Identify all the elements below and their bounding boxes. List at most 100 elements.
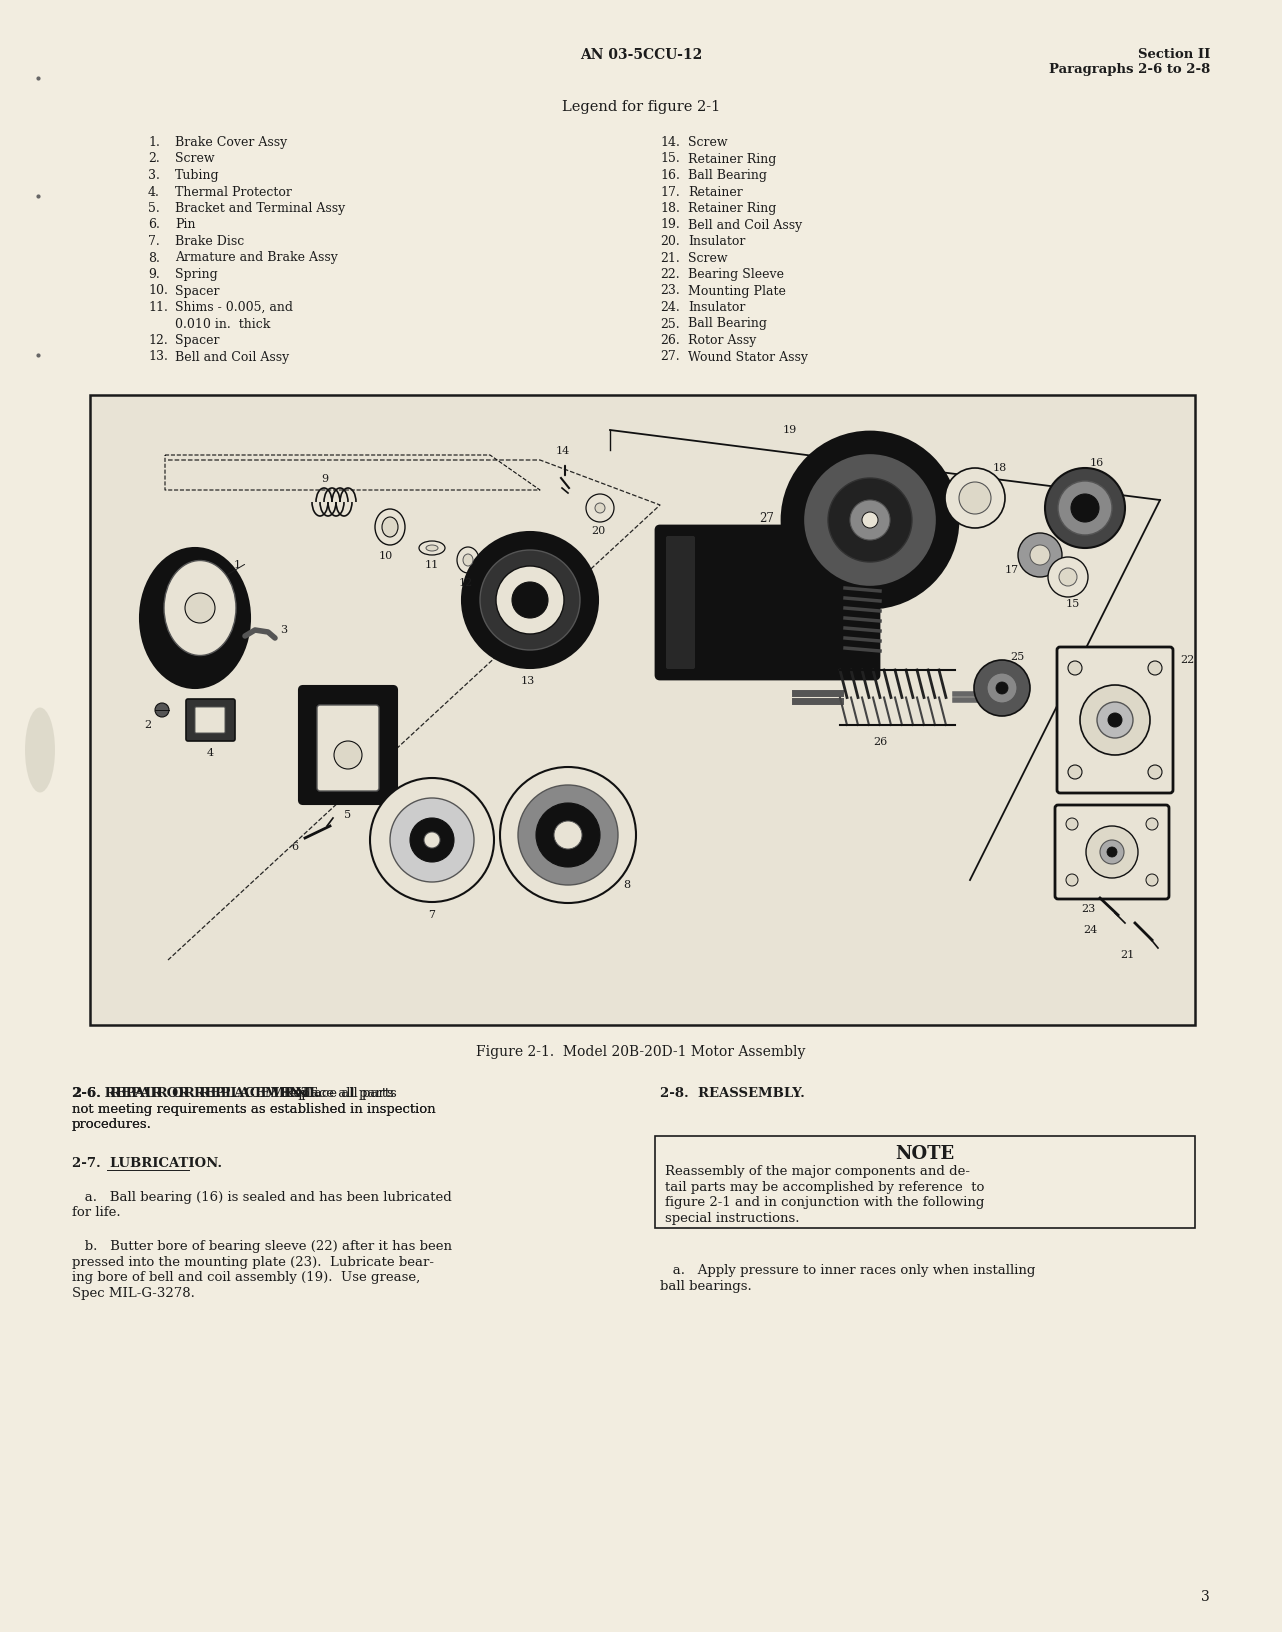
Text: Spacer: Spacer <box>176 335 219 348</box>
Text: Figure 2-1.  Model 20B-20D-1 Motor Assembly: Figure 2-1. Model 20B-20D-1 Motor Assemb… <box>477 1044 805 1059</box>
Circle shape <box>1147 661 1161 676</box>
Text: Spec MIL-G-3278.: Spec MIL-G-3278. <box>72 1288 195 1301</box>
Text: pressed into the mounting plate (23).  Lubricate bear-: pressed into the mounting plate (23). Lu… <box>72 1257 435 1270</box>
Circle shape <box>554 821 582 849</box>
Text: NOTE: NOTE <box>895 1146 955 1164</box>
Text: a.   Apply pressure to inner races only when installing: a. Apply pressure to inner races only wh… <box>660 1265 1036 1278</box>
Text: 20: 20 <box>591 526 605 535</box>
Text: b.   Butter bore of bearing sleeve (22) after it has been: b. Butter bore of bearing sleeve (22) af… <box>72 1240 453 1253</box>
Text: 14: 14 <box>556 446 570 455</box>
Text: 15.: 15. <box>660 152 679 165</box>
FancyBboxPatch shape <box>667 535 695 669</box>
Circle shape <box>1079 685 1150 756</box>
Circle shape <box>500 767 636 902</box>
FancyBboxPatch shape <box>317 705 379 792</box>
Text: 7: 7 <box>428 911 436 920</box>
Text: 17.: 17. <box>660 186 679 199</box>
Text: 11.: 11. <box>147 300 168 313</box>
FancyBboxPatch shape <box>1055 805 1169 899</box>
Text: 23: 23 <box>1081 904 1095 914</box>
Text: ball bearings.: ball bearings. <box>660 1279 751 1293</box>
Text: for life.: for life. <box>72 1206 121 1219</box>
Text: not meeting requirements as established in inspection: not meeting requirements as established … <box>72 1103 436 1116</box>
Text: 27: 27 <box>759 512 774 526</box>
Text: 8.: 8. <box>147 251 160 264</box>
Circle shape <box>1047 557 1088 597</box>
Text: Legend for figure 2-1: Legend for figure 2-1 <box>562 100 720 114</box>
Text: 19.: 19. <box>660 219 679 232</box>
Text: 7.: 7. <box>147 235 160 248</box>
Circle shape <box>595 503 605 512</box>
Text: 2.: 2. <box>147 152 160 165</box>
Circle shape <box>1146 818 1158 831</box>
Circle shape <box>1029 545 1050 565</box>
Circle shape <box>512 583 547 619</box>
Circle shape <box>518 785 618 885</box>
Text: 3: 3 <box>1201 1590 1210 1604</box>
Circle shape <box>479 550 579 650</box>
Circle shape <box>1067 875 1078 886</box>
Text: 16: 16 <box>1090 459 1104 468</box>
Circle shape <box>987 672 1017 703</box>
Text: Retainer Ring: Retainer Ring <box>688 152 777 165</box>
Text: Bearing Sleeve: Bearing Sleeve <box>688 268 785 281</box>
Text: 10.: 10. <box>147 284 168 297</box>
Circle shape <box>496 566 564 633</box>
Text: 13.: 13. <box>147 351 168 364</box>
Text: 2-6.  REPAIR OR REPLACEMENT.: 2-6. REPAIR OR REPLACEMENT. <box>72 1087 320 1100</box>
Circle shape <box>1067 818 1078 831</box>
Circle shape <box>155 703 169 716</box>
Text: 23.: 23. <box>660 284 679 297</box>
Ellipse shape <box>26 708 55 793</box>
Circle shape <box>335 741 362 769</box>
Text: Spacer: Spacer <box>176 284 219 297</box>
Circle shape <box>862 512 878 529</box>
Circle shape <box>1097 702 1133 738</box>
Text: 12.: 12. <box>147 335 168 348</box>
Text: Ball Bearing: Ball Bearing <box>688 170 767 183</box>
Circle shape <box>1045 468 1126 548</box>
Circle shape <box>828 478 912 561</box>
Text: Pin: Pin <box>176 219 195 232</box>
Circle shape <box>1100 840 1124 863</box>
Text: Replace all parts: Replace all parts <box>276 1087 396 1100</box>
Text: Spring: Spring <box>176 268 218 281</box>
Text: 18.: 18. <box>660 202 679 215</box>
FancyBboxPatch shape <box>1056 646 1173 793</box>
Text: Armature and Brake Assy: Armature and Brake Assy <box>176 251 338 264</box>
Circle shape <box>1058 481 1111 535</box>
Circle shape <box>424 832 440 849</box>
Text: 15: 15 <box>1065 599 1081 609</box>
Circle shape <box>1147 765 1161 778</box>
Text: 6: 6 <box>291 842 299 852</box>
Ellipse shape <box>456 547 479 573</box>
Text: Screw: Screw <box>688 135 728 149</box>
Circle shape <box>1070 494 1099 522</box>
Ellipse shape <box>426 545 438 552</box>
Text: 4: 4 <box>206 747 214 757</box>
Circle shape <box>586 494 614 522</box>
Text: 4.: 4. <box>147 186 160 199</box>
Circle shape <box>1018 534 1061 578</box>
Text: 25.: 25. <box>660 318 679 331</box>
Text: Rotor Assy: Rotor Assy <box>688 335 756 348</box>
Circle shape <box>1146 875 1158 886</box>
Text: Tubing: Tubing <box>176 170 219 183</box>
Text: ing bore of bell and coil assembly (19).  Use grease,: ing bore of bell and coil assembly (19).… <box>72 1271 420 1284</box>
Text: 19: 19 <box>783 424 797 436</box>
Ellipse shape <box>419 540 445 555</box>
Circle shape <box>974 659 1029 716</box>
Ellipse shape <box>376 509 405 545</box>
Text: figure 2-1 and in conjunction with the following: figure 2-1 and in conjunction with the f… <box>665 1196 985 1209</box>
Circle shape <box>805 455 935 584</box>
Circle shape <box>1086 826 1138 878</box>
Text: special instructions.: special instructions. <box>665 1211 800 1224</box>
Text: 11: 11 <box>424 560 440 570</box>
Text: Thermal Protector: Thermal Protector <box>176 186 292 199</box>
Text: 0.010 in.  thick: 0.010 in. thick <box>176 318 271 331</box>
Text: 22: 22 <box>1179 654 1195 664</box>
Text: 2: 2 <box>145 720 151 730</box>
Circle shape <box>1059 568 1077 586</box>
Text: tail parts may be accomplished by reference  to: tail parts may be accomplished by refere… <box>665 1180 985 1193</box>
FancyBboxPatch shape <box>195 707 226 733</box>
